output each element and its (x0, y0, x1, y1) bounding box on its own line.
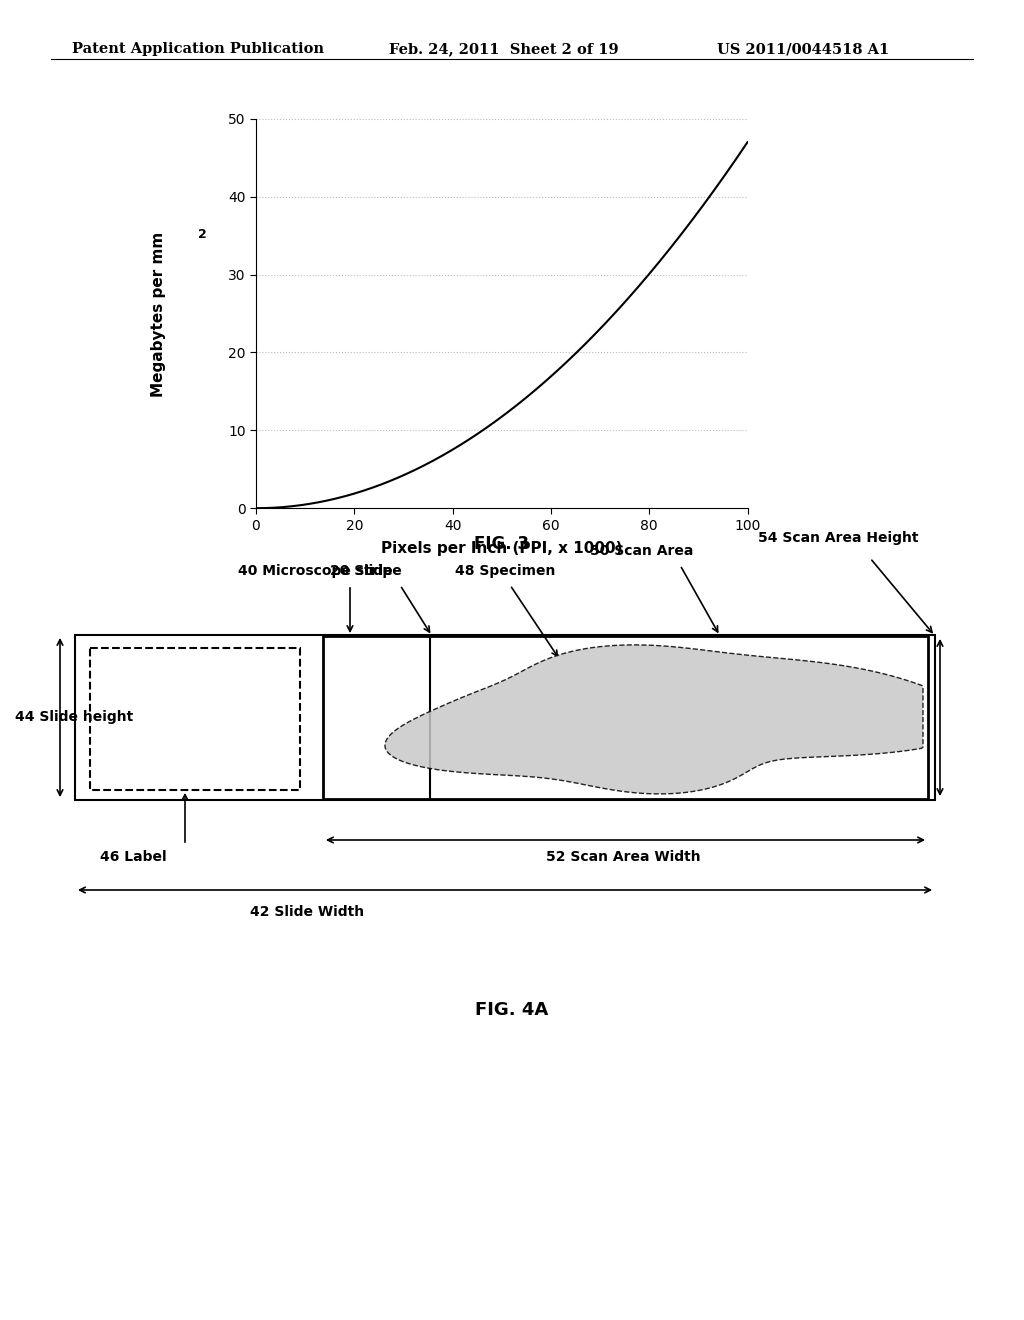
Text: US 2011/0044518 A1: US 2011/0044518 A1 (717, 42, 889, 57)
Text: FIG. 3: FIG. 3 (474, 535, 529, 553)
Text: 54 Scan Area Height: 54 Scan Area Height (758, 531, 919, 545)
Text: 46 Label: 46 Label (100, 850, 167, 865)
Text: FIG. 4A: FIG. 4A (475, 1001, 549, 1019)
Polygon shape (385, 645, 923, 793)
Bar (90, 648, 300, 789)
Text: 44 Slide height: 44 Slide height (15, 710, 133, 723)
Text: 50 Scan Area: 50 Scan Area (590, 544, 693, 558)
Text: 40 Microscope slide: 40 Microscope slide (238, 564, 392, 578)
X-axis label: Pixels per Inch (PPI, x 1000): Pixels per Inch (PPI, x 1000) (381, 541, 623, 556)
Text: 48 Specimen: 48 Specimen (455, 564, 555, 578)
Text: 52 Scan Area Width: 52 Scan Area Width (546, 850, 700, 865)
Text: 2: 2 (199, 228, 207, 242)
Bar (323, 636, 928, 799)
Text: Patent Application Publication: Patent Application Publication (72, 42, 324, 57)
Text: 42 Slide Width: 42 Slide Width (250, 906, 365, 919)
Bar (75, 635, 935, 800)
Text: 20 Stripe: 20 Stripe (330, 564, 401, 578)
Text: Megabytes per mm: Megabytes per mm (152, 231, 166, 397)
Text: Feb. 24, 2011  Sheet 2 of 19: Feb. 24, 2011 Sheet 2 of 19 (389, 42, 618, 57)
